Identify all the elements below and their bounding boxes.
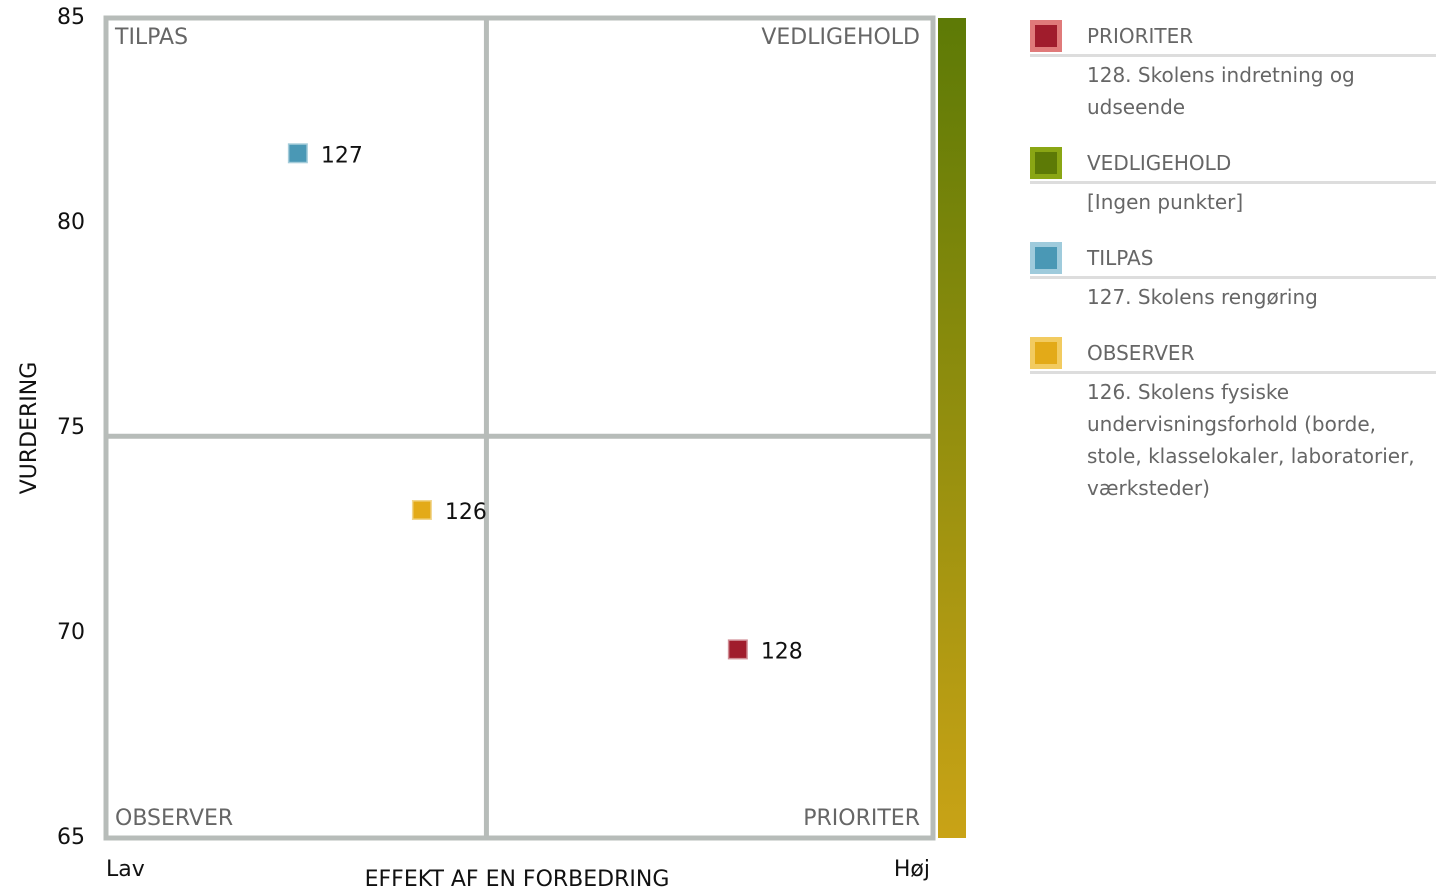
legend: PRIORITER 128. Skolens indretning og udse… — [1030, 18, 1436, 526]
legend-item: 126. Skolens fysiske undervisningsforhol… — [1087, 380, 1415, 500]
legend-title: PRIORITER — [1087, 24, 1194, 48]
legend-header: PRIORITER — [1030, 18, 1436, 57]
legend-group: OBSERVER 126. Skolens fysiske undervisnin… — [1030, 335, 1436, 504]
plot-frame — [103, 15, 936, 841]
point — [726, 637, 750, 661]
legend-item: 127. Skolens rengøring — [1087, 285, 1318, 309]
legend-header: VEDLIGEHOLD — [1030, 145, 1436, 184]
quadrant-label: PRIORITER — [803, 806, 920, 831]
point — [410, 498, 434, 522]
legend-header: OBSERVER — [1030, 335, 1436, 374]
gradient-bar — [938, 18, 966, 838]
legend-group: PRIORITER 128. Skolens indretning og udse… — [1030, 18, 1436, 123]
legend-title: OBSERVER — [1087, 341, 1195, 365]
legend-swatch — [1030, 242, 1062, 274]
legend-swatch — [1030, 147, 1062, 179]
point — [286, 141, 310, 165]
legend-title: VEDLIGEHOLD — [1087, 151, 1232, 175]
chart: VURDERING EFFEKT AF EN FORBEDRING TILPAS… — [17, 5, 966, 892]
legend-title: TILPAS — [1087, 246, 1154, 270]
y-tick-label: 65 — [57, 825, 85, 850]
x-axis-label: EFFEKT AF EN FORBEDRING — [365, 867, 670, 892]
x-tick-label: Lav — [106, 857, 145, 882]
quadrant-label: OBSERVER — [115, 806, 233, 831]
legend-group: VEDLIGEHOLD [Ingen punkter] — [1030, 145, 1436, 218]
legend-swatch — [1030, 20, 1062, 52]
y-tick-label: 70 — [57, 620, 85, 645]
x-tick-label: Høj — [894, 857, 930, 882]
legend-swatch — [1030, 337, 1062, 369]
point-label: 126 — [445, 500, 487, 525]
y-tick-label: 75 — [57, 415, 85, 440]
y-axis-label: VURDERING — [17, 362, 42, 495]
quadrant-label: VEDLIGEHOLD — [761, 25, 920, 50]
point-label: 127 — [321, 143, 363, 168]
point-label: 128 — [761, 639, 803, 664]
legend-item: 128. Skolens indretning og udseende — [1087, 63, 1355, 119]
legend-item: [Ingen punkter] — [1087, 190, 1244, 214]
legend-header: TILPAS — [1030, 240, 1436, 279]
y-tick-label: 85 — [57, 5, 85, 30]
quadrant-label: TILPAS — [114, 25, 188, 50]
legend-group: TILPAS 127. Skolens rengøring — [1030, 240, 1436, 313]
y-tick-label: 80 — [57, 210, 85, 235]
